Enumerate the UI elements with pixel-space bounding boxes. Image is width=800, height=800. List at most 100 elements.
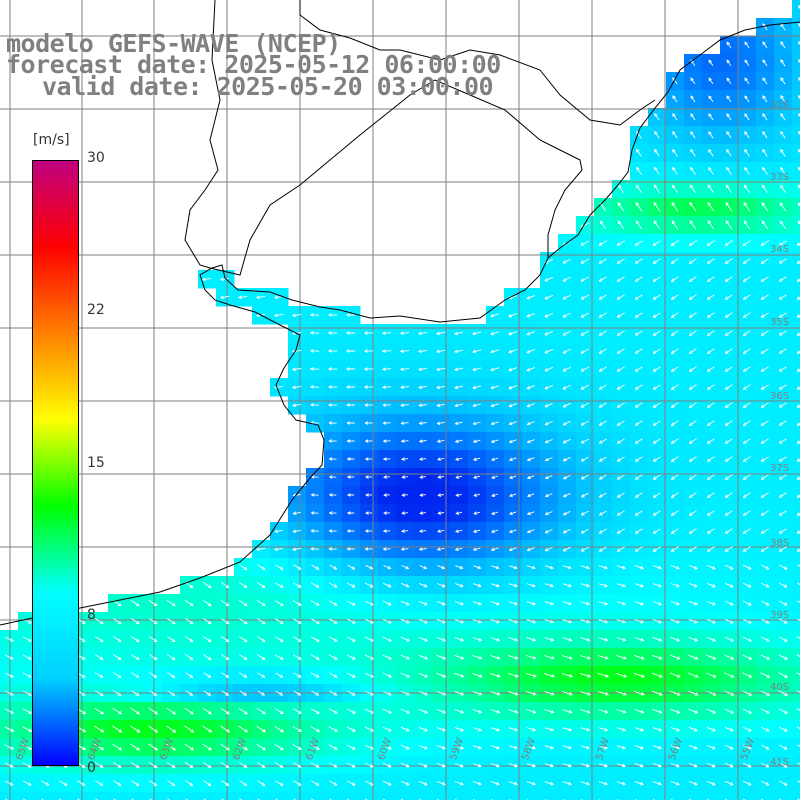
wind-arrow	[328, 439, 337, 443]
wind-arrow	[148, 636, 158, 643]
wind-arrow	[688, 762, 698, 768]
wind-speed-cell	[324, 792, 343, 800]
wind-arrow	[616, 366, 625, 372]
wind-arrow	[273, 547, 284, 552]
wind-arrow	[274, 600, 284, 606]
wind-arrow	[706, 276, 715, 282]
wind-arrow	[743, 184, 750, 194]
wind-arrow	[706, 672, 717, 678]
wind-arrow	[706, 438, 715, 444]
wind-arrow	[599, 220, 606, 230]
wind-arrow	[364, 618, 374, 624]
wind-arrow	[796, 672, 800, 675]
wind-arrow	[526, 727, 537, 732]
wind-arrow	[310, 600, 320, 606]
wind-arrow	[220, 725, 231, 733]
wind-arrow	[780, 41, 786, 49]
wind-arrow	[526, 366, 536, 372]
wind-arrow	[401, 475, 408, 479]
wind-arrow	[365, 564, 374, 570]
wind-speed-cell	[342, 792, 361, 800]
wind-arrow	[544, 583, 554, 588]
wind-arrow	[472, 421, 481, 426]
wind-arrow	[112, 690, 122, 697]
wind-speed-cell	[792, 522, 800, 541]
wind-speed-cell	[792, 756, 800, 775]
wind-arrow	[508, 403, 517, 408]
wind-arrow	[328, 547, 337, 551]
lat-label: 41S	[770, 757, 790, 768]
wind-arrow	[760, 708, 771, 714]
wind-arrow	[184, 618, 194, 625]
wind-arrow	[94, 690, 104, 696]
wind-arrow	[671, 220, 679, 230]
wind-arrow	[291, 367, 302, 372]
wind-arrow	[256, 600, 266, 607]
wind-arrow	[742, 330, 751, 336]
wind-speed-cell	[162, 792, 181, 800]
wind-arrow	[525, 690, 537, 696]
wind-arrow	[526, 637, 537, 642]
wind-arrow	[472, 403, 481, 408]
wind-speed-cell	[792, 468, 800, 487]
valid-date: valid date: 2025-05-20 03:00:00	[42, 72, 494, 101]
wind-arrow	[436, 600, 446, 606]
wind-arrow	[400, 547, 409, 551]
wind-arrow	[148, 725, 159, 733]
wind-speed-cell	[792, 612, 800, 631]
wind-arrow	[760, 654, 771, 660]
wind-arrow	[796, 458, 800, 462]
wind-arrow	[561, 655, 573, 660]
wind-arrow	[436, 618, 446, 624]
wind-speed-cell	[666, 792, 685, 800]
wind-arrow	[130, 762, 140, 769]
wind-arrow	[706, 762, 716, 768]
wind-arrow	[634, 763, 644, 768]
wind-arrow	[544, 763, 554, 768]
wind-arrow	[364, 600, 374, 606]
wind-arrow	[383, 511, 391, 515]
wind-arrow	[526, 511, 535, 516]
wind-arrow	[22, 708, 33, 714]
wind-speed-cell	[792, 774, 800, 793]
wind-arrow	[508, 457, 517, 462]
wind-arrow	[724, 528, 733, 534]
wind-arrow	[436, 529, 445, 533]
lat-label: 32S	[770, 100, 790, 111]
wind-arrow	[526, 709, 537, 714]
wind-arrow	[670, 330, 679, 336]
wind-arrow	[526, 421, 535, 426]
wind-arrow	[742, 456, 751, 462]
wind-arrow	[797, 744, 800, 747]
wind-arrow	[94, 725, 105, 733]
wind-speed-cell	[792, 342, 800, 361]
wind-arrow	[364, 547, 373, 551]
wind-arrow	[633, 672, 646, 678]
wind-arrow	[635, 202, 643, 212]
wind-arrow	[309, 313, 320, 317]
wind-arrow	[508, 547, 517, 552]
wind-arrow	[616, 456, 625, 462]
wind-arrow	[672, 166, 678, 175]
wind-arrow	[328, 780, 338, 786]
wind-speed-cell	[792, 126, 800, 145]
wind-arrow	[561, 690, 573, 696]
wind-arrow	[796, 386, 800, 390]
wind-arrow	[383, 582, 392, 588]
wind-speed-cell	[504, 792, 523, 800]
wind-arrow	[706, 474, 715, 480]
wind-arrow	[436, 780, 446, 786]
wind-arrow	[598, 781, 608, 786]
wind-arrow	[742, 654, 753, 660]
wind-arrow	[778, 348, 787, 354]
wind-arrow	[778, 240, 787, 246]
wind-arrow	[652, 619, 663, 624]
wind-arrow	[473, 565, 482, 570]
wind-arrow	[742, 636, 752, 642]
wind-arrow	[490, 403, 499, 408]
wind-arrow	[688, 240, 697, 247]
wind-arrow	[508, 511, 517, 516]
wind-arrow	[726, 166, 732, 175]
wind-arrow	[708, 148, 714, 157]
